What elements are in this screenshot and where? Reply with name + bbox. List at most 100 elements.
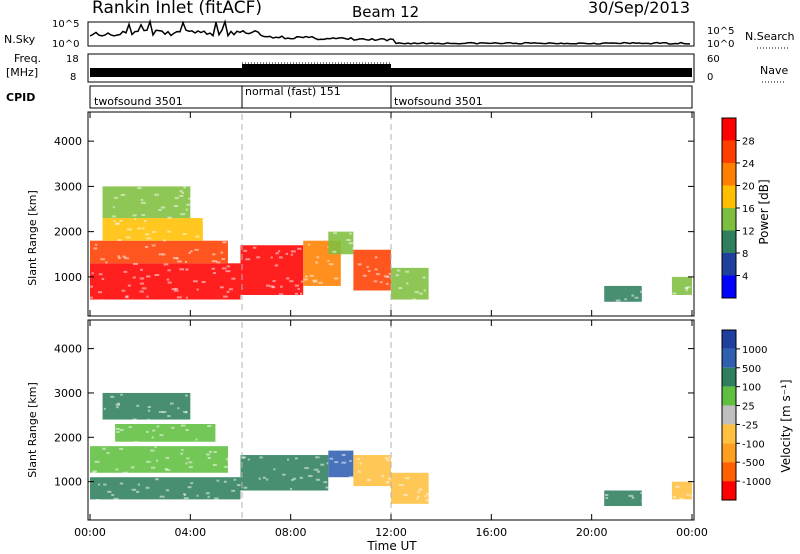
velocity-speckle — [348, 476, 354, 479]
power-speckle — [139, 290, 144, 293]
power-speckle — [672, 292, 677, 295]
power-speckle — [113, 219, 116, 222]
x-tick-label: 16:00 — [475, 526, 507, 539]
velocity-speckle — [241, 456, 246, 459]
power-y-label: Slant Range [km] — [26, 190, 39, 286]
velocity-colorbar-tick-label: 100 — [742, 383, 761, 394]
power-y-tick-label: 1000 — [54, 271, 82, 284]
velocity-speckle — [604, 494, 609, 497]
power-speckle — [93, 247, 98, 250]
power-speckle — [188, 197, 191, 200]
power-speckle — [190, 250, 193, 253]
velocity-speckle — [325, 486, 330, 489]
power-speckle — [225, 270, 231, 273]
power-blob — [353, 249, 391, 291]
velocity-speckle — [195, 438, 198, 441]
velocity-blob — [240, 455, 329, 491]
velocity-colorbar-label: Velocity [m s⁻¹] — [779, 379, 793, 472]
power-speckle — [383, 275, 389, 278]
velocity-speckle — [399, 484, 404, 487]
power-speckle — [615, 299, 621, 302]
velocity-speckle — [119, 482, 124, 485]
power-speckle — [299, 292, 303, 295]
power-speckle — [222, 267, 227, 270]
power-colorbar-swatch — [722, 208, 736, 231]
noise-sky-line — [89, 18, 690, 45]
power-speckle — [146, 295, 149, 298]
velocity-colorbar-swatch — [722, 367, 736, 387]
power-speckle — [375, 273, 380, 276]
velocity-speckle — [150, 466, 156, 469]
power-speckle — [332, 250, 337, 253]
velocity-colorbar-swatch — [722, 348, 736, 368]
velocity-speckle — [132, 418, 137, 421]
velocity-blob — [115, 423, 216, 442]
power-speckle — [105, 261, 108, 264]
velocity-speckle — [679, 497, 684, 500]
power-speckle — [142, 227, 145, 230]
power-speckle — [114, 222, 119, 225]
velocity-speckle — [628, 494, 634, 497]
velocity-speckle — [273, 468, 276, 471]
velocity-speckle — [258, 477, 261, 480]
power-speckle — [270, 256, 273, 259]
velocity-speckle — [186, 457, 190, 460]
power-speckle — [634, 296, 639, 299]
velocity-speckle — [326, 462, 329, 465]
velocity-blob — [391, 472, 429, 504]
cpid-segment-3 — [390, 85, 693, 109]
beam-label: Beam 12 — [352, 3, 419, 21]
velocity-blob — [353, 455, 391, 487]
power-speckle — [312, 280, 318, 283]
velocity-speckle — [292, 477, 297, 480]
velocity-blob — [604, 490, 642, 507]
freq-right-tick-bottom: 0 — [707, 72, 713, 83]
velocity-speckle — [156, 425, 160, 428]
power-speckle — [631, 294, 635, 297]
power-speckle — [245, 258, 251, 261]
noise-left-tick-bottom: 10^0 — [52, 39, 79, 50]
velocity-speckle — [212, 463, 217, 466]
power-speckle — [154, 273, 160, 276]
power-colorbar-swatch — [722, 230, 736, 253]
x-tick-label: 04:00 — [174, 526, 206, 539]
power-speckle — [172, 257, 178, 260]
power-speckle — [211, 267, 216, 270]
power-speckle — [309, 274, 314, 277]
nave-label: Nave — [760, 64, 788, 77]
power-speckle — [252, 246, 257, 249]
power-speckle — [641, 286, 644, 289]
power-speckle — [297, 287, 300, 290]
power-speckle — [290, 250, 296, 253]
power-y-ticks: 1000 2000 3000 4000 — [54, 135, 694, 284]
power-speckle — [398, 287, 403, 290]
power-speckle — [300, 280, 305, 283]
velocity-speckle — [367, 479, 372, 482]
velocity-speckle — [94, 460, 100, 463]
freq-left-label-1: Freq. — [14, 52, 41, 65]
velocity-speckle — [171, 426, 175, 429]
power-speckle — [362, 274, 367, 277]
power-speckle — [221, 258, 225, 261]
velocity-y-label: Slant Range [km] — [26, 382, 39, 478]
velocity-speckle — [689, 494, 692, 497]
velocity-speckle — [137, 483, 140, 486]
power-colorbar-swatch — [722, 118, 736, 141]
power-speckle — [226, 290, 230, 293]
velocity-speckle — [156, 459, 159, 462]
power-speckle — [179, 194, 184, 197]
power-speckle — [395, 274, 399, 277]
velocity-speckle — [184, 411, 188, 414]
power-speckle — [220, 251, 224, 254]
power-speckle — [277, 250, 281, 253]
power-speckle — [132, 214, 137, 217]
power-speckle — [367, 270, 371, 273]
power-speckle — [374, 256, 378, 259]
velocity-speckle — [146, 430, 149, 433]
velocity-speckle — [315, 478, 320, 481]
velocity-colorbar-tick-label: 1000 — [742, 345, 767, 356]
power-speckle — [348, 242, 354, 245]
velocity-speckle — [282, 473, 286, 476]
power-data-layer — [90, 186, 692, 302]
power-speckle — [386, 275, 390, 278]
